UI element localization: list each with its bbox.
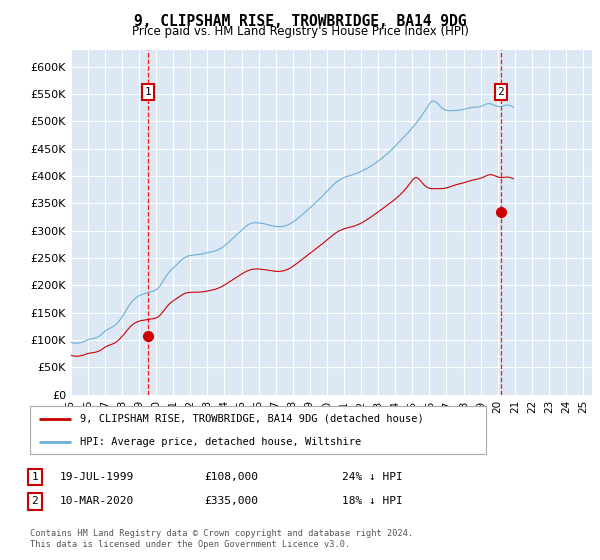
Text: 2: 2	[497, 87, 505, 97]
FancyBboxPatch shape	[30, 406, 486, 454]
Text: 1: 1	[145, 87, 152, 97]
Text: Contains HM Land Registry data © Crown copyright and database right 2024.
This d: Contains HM Land Registry data © Crown c…	[30, 529, 413, 549]
Text: Price paid vs. HM Land Registry's House Price Index (HPI): Price paid vs. HM Land Registry's House …	[131, 25, 469, 38]
Text: 10-MAR-2020: 10-MAR-2020	[60, 496, 134, 506]
Text: 18% ↓ HPI: 18% ↓ HPI	[342, 496, 403, 506]
Text: HPI: Average price, detached house, Wiltshire: HPI: Average price, detached house, Wilt…	[80, 437, 361, 447]
Text: 1: 1	[31, 472, 38, 482]
Text: 24% ↓ HPI: 24% ↓ HPI	[342, 472, 403, 482]
Text: 2: 2	[31, 496, 38, 506]
Text: 19-JUL-1999: 19-JUL-1999	[60, 472, 134, 482]
Text: 9, CLIPSHAM RISE, TROWBRIDGE, BA14 9DG: 9, CLIPSHAM RISE, TROWBRIDGE, BA14 9DG	[134, 14, 466, 29]
Text: £108,000: £108,000	[204, 472, 258, 482]
Text: 9, CLIPSHAM RISE, TROWBRIDGE, BA14 9DG (detached house): 9, CLIPSHAM RISE, TROWBRIDGE, BA14 9DG (…	[80, 414, 424, 424]
Text: £335,000: £335,000	[204, 496, 258, 506]
